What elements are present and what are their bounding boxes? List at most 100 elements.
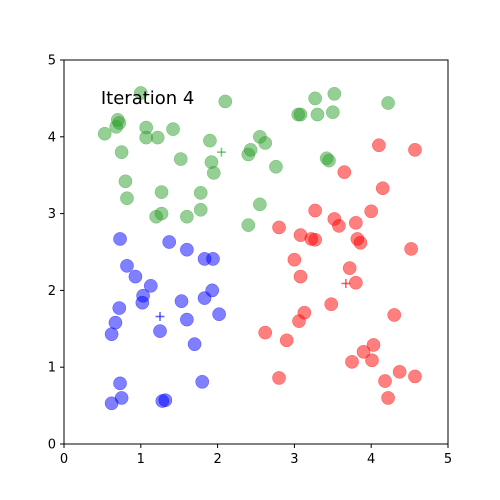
- plot-frame: [63, 59, 449, 445]
- data-point: [205, 283, 220, 298]
- data-point: [154, 185, 169, 199]
- y-axis-ticks: 0 1 2 3 4 5: [48, 54, 64, 453]
- data-point: [345, 354, 359, 369]
- x-tick-label: 0: [60, 452, 68, 467]
- data-point: [293, 107, 308, 122]
- data-point: [325, 105, 340, 120]
- centroid-marker: [216, 147, 226, 157]
- y-tick-label: 1: [48, 361, 56, 376]
- data-point: [135, 295, 150, 310]
- data-point: [378, 374, 392, 388]
- data-point: [120, 258, 134, 273]
- data-point: [381, 391, 395, 405]
- data-points: [97, 86, 422, 411]
- data-point: [108, 315, 123, 330]
- data-point: [348, 275, 363, 290]
- x-tick-label: 5: [444, 452, 452, 467]
- iteration-label: Iteration 4: [101, 88, 195, 109]
- data-point: [114, 145, 129, 160]
- data-point: [364, 204, 379, 219]
- data-point: [356, 344, 371, 359]
- data-point: [408, 143, 422, 157]
- data-point: [353, 235, 368, 250]
- data-point: [279, 333, 294, 348]
- data-point: [203, 133, 217, 148]
- data-point: [293, 269, 308, 284]
- data-point: [218, 94, 233, 109]
- data-point: [112, 301, 127, 315]
- data-point: [133, 86, 148, 100]
- data-point: [258, 325, 273, 340]
- data-point: [327, 86, 342, 101]
- data-point: [195, 374, 210, 389]
- data-point: [297, 305, 312, 320]
- data-point: [139, 130, 154, 145]
- data-point: [212, 307, 226, 322]
- data-point: [366, 338, 381, 352]
- data-point: [166, 122, 180, 136]
- data-point: [348, 215, 363, 230]
- data-point: [150, 130, 165, 145]
- data-point: [143, 278, 158, 293]
- data-point: [113, 232, 127, 246]
- data-point: [174, 294, 189, 309]
- y-tick-label: 2: [48, 284, 56, 299]
- data-point: [120, 191, 134, 206]
- data-point: [154, 206, 169, 221]
- y-tick-label: 0: [48, 438, 56, 453]
- data-point: [258, 136, 273, 150]
- centroid-marker: [341, 278, 351, 288]
- data-point: [342, 261, 357, 275]
- data-point: [269, 159, 283, 174]
- centroid-markers: [155, 147, 351, 322]
- data-point: [162, 235, 177, 249]
- data-point: [387, 308, 402, 322]
- data-point: [322, 153, 336, 168]
- data-point: [310, 107, 325, 122]
- data-point: [180, 242, 194, 257]
- data-point: [241, 218, 256, 232]
- data-point: [187, 337, 202, 352]
- data-point: [153, 324, 167, 338]
- data-point: [113, 376, 127, 391]
- data-point: [97, 126, 112, 141]
- y-tick-label: 5: [48, 54, 56, 69]
- data-point: [180, 312, 194, 327]
- data-point: [324, 297, 339, 312]
- data-point: [404, 242, 418, 256]
- data-point: [392, 364, 407, 379]
- y-tick-label: 3: [48, 207, 56, 222]
- x-tick-label: 1: [137, 452, 145, 467]
- data-point: [365, 353, 379, 368]
- data-point: [375, 181, 390, 196]
- data-point: [158, 393, 173, 408]
- data-point: [337, 165, 352, 179]
- data-point: [128, 269, 143, 284]
- x-tick-label: 3: [290, 452, 298, 467]
- x-tick-label: 2: [213, 452, 221, 467]
- data-point: [112, 116, 127, 130]
- data-point: [287, 252, 302, 267]
- data-point: [243, 143, 258, 157]
- x-axis-ticks: 0 1 2 3 4 5: [60, 444, 452, 467]
- data-point: [308, 203, 322, 218]
- data-point: [193, 186, 208, 200]
- data-point: [252, 197, 267, 212]
- data-point: [381, 96, 395, 110]
- data-point: [408, 369, 422, 384]
- data-point: [206, 252, 220, 266]
- data-point: [272, 220, 286, 235]
- data-point: [372, 138, 386, 153]
- data-point: [173, 152, 188, 166]
- data-point: [332, 219, 346, 233]
- data-point: [104, 327, 119, 342]
- data-point: [206, 166, 221, 180]
- data-point: [308, 232, 322, 247]
- data-point: [193, 202, 208, 217]
- x-tick-label: 4: [367, 452, 375, 467]
- data-point: [308, 91, 322, 106]
- data-point: [104, 396, 119, 411]
- data-point: [272, 371, 286, 385]
- centroid-marker: [155, 312, 165, 322]
